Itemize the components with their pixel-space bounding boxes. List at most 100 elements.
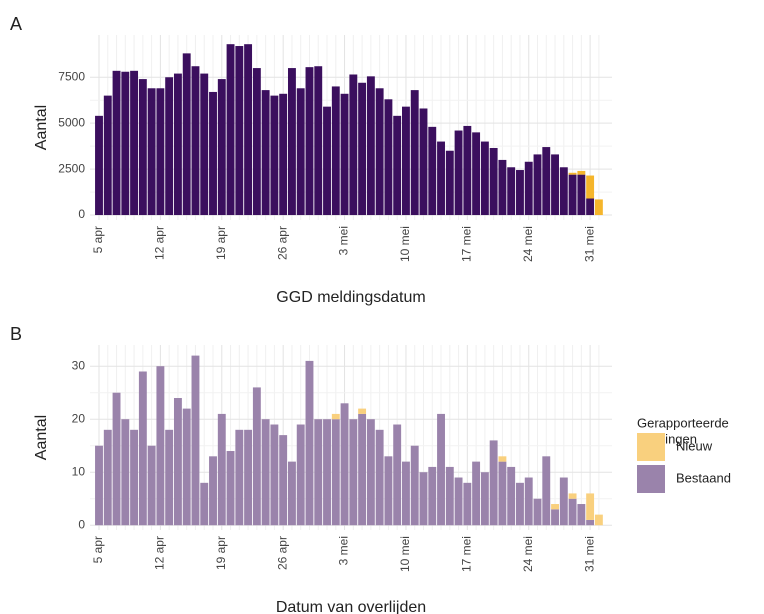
panel-label: A bbox=[10, 14, 22, 34]
bar bbox=[349, 74, 358, 216]
x-tick-label: 12 apr bbox=[153, 226, 167, 260]
bar bbox=[358, 82, 367, 216]
bar bbox=[586, 175, 595, 199]
bar bbox=[366, 419, 375, 526]
bar bbox=[472, 132, 481, 216]
bar bbox=[489, 440, 498, 526]
bar bbox=[551, 504, 559, 510]
bar bbox=[551, 154, 559, 216]
x-tick-label: 19 apr bbox=[214, 536, 228, 570]
bar bbox=[173, 398, 182, 526]
bar bbox=[226, 44, 235, 216]
y-tick-label: 0 bbox=[78, 517, 85, 531]
y-tick-label: 7500 bbox=[58, 69, 85, 83]
bar bbox=[349, 419, 358, 526]
bar bbox=[516, 170, 524, 216]
bar bbox=[95, 115, 103, 216]
x-tick-label: 26 apr bbox=[275, 226, 289, 260]
bar bbox=[498, 461, 507, 526]
bar bbox=[130, 70, 139, 216]
bar bbox=[147, 88, 156, 216]
legend-label: Nieuw bbox=[676, 438, 713, 453]
bar bbox=[419, 472, 428, 526]
bar bbox=[314, 419, 323, 526]
bar bbox=[217, 79, 226, 216]
bar bbox=[296, 88, 305, 216]
bar bbox=[358, 408, 367, 414]
bar bbox=[112, 392, 121, 526]
bar bbox=[103, 95, 112, 216]
bar bbox=[586, 198, 595, 216]
bar bbox=[524, 477, 533, 526]
x-tick-label: 5 apr bbox=[91, 226, 105, 253]
y-axis-title: Aantal bbox=[33, 105, 50, 150]
y-tick-label: 0 bbox=[78, 207, 85, 221]
bar bbox=[410, 445, 419, 526]
bar bbox=[103, 429, 112, 526]
bar bbox=[270, 95, 279, 216]
x-tick-label: 3 mei bbox=[337, 226, 351, 255]
bar bbox=[235, 46, 244, 216]
bar bbox=[296, 424, 305, 526]
bar bbox=[138, 79, 147, 216]
bar bbox=[586, 519, 595, 526]
bar bbox=[340, 403, 349, 526]
bar bbox=[445, 150, 454, 216]
bar bbox=[112, 70, 121, 216]
bar bbox=[165, 429, 174, 526]
legend-key bbox=[637, 433, 665, 461]
y-tick-label: 30 bbox=[72, 358, 86, 372]
x-tick-label: 19 apr bbox=[214, 226, 228, 260]
x-tick-label: 26 apr bbox=[275, 536, 289, 570]
bar bbox=[402, 461, 410, 526]
bar bbox=[156, 366, 165, 526]
bar bbox=[472, 461, 481, 526]
x-tick-label: 3 mei bbox=[337, 536, 351, 565]
bar bbox=[402, 106, 410, 216]
bar bbox=[498, 159, 507, 216]
bar bbox=[428, 466, 437, 526]
bar bbox=[279, 93, 288, 216]
bar bbox=[252, 68, 261, 216]
bar bbox=[384, 99, 393, 216]
bar bbox=[568, 498, 577, 526]
bar bbox=[568, 174, 577, 216]
x-tick-label: 24 mei bbox=[521, 536, 535, 572]
bar bbox=[419, 108, 428, 216]
bar bbox=[252, 387, 261, 526]
bar bbox=[577, 170, 586, 175]
bar bbox=[331, 413, 340, 420]
bar bbox=[147, 445, 156, 526]
bar bbox=[480, 141, 489, 216]
x-axis-title: GGD meldingsdatum bbox=[276, 289, 425, 306]
bar bbox=[217, 413, 226, 526]
bar bbox=[542, 456, 551, 526]
bar bbox=[489, 147, 498, 216]
bar bbox=[559, 477, 568, 526]
x-tick-label: 17 mei bbox=[460, 226, 474, 262]
panel-label: B bbox=[10, 324, 22, 344]
bar bbox=[594, 199, 603, 216]
x-tick-label: 31 mei bbox=[582, 226, 596, 262]
bar bbox=[393, 115, 402, 216]
bar bbox=[454, 130, 463, 216]
bar bbox=[156, 88, 165, 216]
bar bbox=[480, 472, 489, 526]
bar bbox=[287, 461, 296, 526]
bar bbox=[173, 73, 182, 216]
bar bbox=[516, 482, 524, 526]
bar bbox=[209, 91, 217, 216]
bar bbox=[226, 451, 235, 526]
bar bbox=[524, 161, 533, 216]
bar bbox=[384, 456, 393, 526]
bar bbox=[323, 106, 331, 216]
bar bbox=[586, 493, 595, 520]
bar bbox=[533, 154, 542, 216]
bar bbox=[568, 493, 577, 499]
bar bbox=[340, 93, 349, 216]
x-tick-label: 31 mei bbox=[582, 536, 596, 572]
bar bbox=[287, 68, 296, 216]
bar bbox=[437, 413, 445, 526]
bar bbox=[463, 125, 472, 216]
x-tick-label: 10 mei bbox=[398, 536, 412, 572]
